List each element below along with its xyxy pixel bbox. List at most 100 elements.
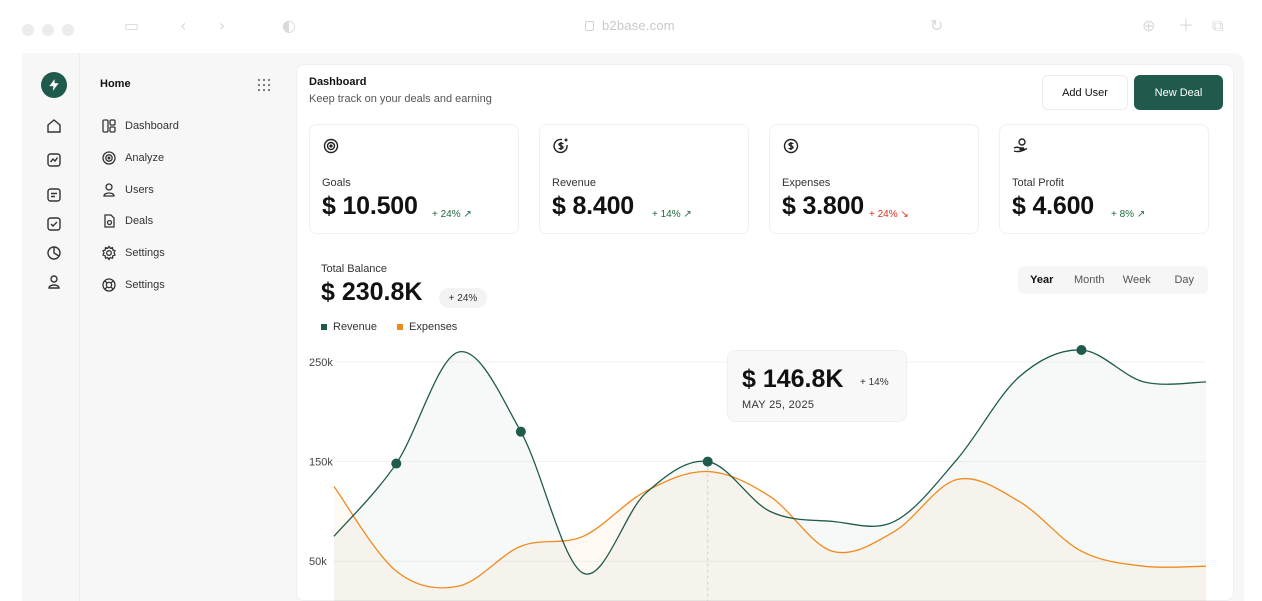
back-icon[interactable]: ‹: [180, 16, 187, 35]
period-month-tab[interactable]: Month: [1073, 274, 1105, 286]
legend-swatch-expenses: [397, 324, 403, 330]
stat-change: + 24% ↗: [432, 209, 472, 220]
dollar-sparkle-icon: [553, 138, 568, 154]
stat-label: Goals: [322, 177, 351, 189]
stat-card-goals: Goals $ 10.500 + 24% ↗: [309, 124, 519, 234]
balance-label: Total Balance: [321, 263, 388, 275]
period-selector: Year Month Week Day: [1018, 266, 1208, 294]
tooltip-value: $ 146.8K: [742, 365, 844, 393]
stat-change: + 24% ↘: [869, 209, 909, 220]
sidebar-item-label: Users: [125, 184, 154, 196]
sidebar-item-analyze[interactable]: Analyze: [101, 148, 164, 168]
y-tick-label: 150k: [309, 457, 333, 469]
sidebar-item-settings[interactable]: Settings: [101, 243, 165, 263]
lock-icon: [585, 21, 594, 31]
shield-icon[interactable]: ◐: [282, 16, 296, 35]
legend-swatch-revenue: [321, 324, 327, 330]
stat-card-total-profit: Total Profit $ 4.600 + 8% ↗: [999, 124, 1209, 234]
arrow-down-right-icon: ↘: [900, 209, 909, 220]
window-minimize-dot[interactable]: [42, 24, 54, 36]
data-point: [515, 426, 526, 437]
sidebar-item-settings-2[interactable]: Settings: [101, 275, 165, 295]
chart-icon[interactable]: [46, 152, 62, 168]
legend-label: Revenue: [333, 321, 378, 333]
stat-change-text: + 24%: [869, 209, 898, 220]
stat-value: $ 8.400: [552, 192, 635, 220]
app-window: Home Dashboard Analyze Users Deals Setti…: [22, 53, 1244, 601]
sidebar-item-label: Settings: [125, 279, 165, 291]
main-panel: Dashboard Keep track on your deals and e…: [296, 64, 1234, 601]
sidebar-item-label: Settings: [125, 247, 165, 259]
sidebar-item-users[interactable]: Users: [101, 180, 154, 200]
period-week-tab[interactable]: Week: [1122, 274, 1151, 286]
pie-icon[interactable]: [46, 245, 62, 261]
browser-chrome: ▭ ‹ › ◐ b2base.com ↻ ⊕ ＋ ⧉: [0, 0, 1262, 52]
home-icon[interactable]: [46, 118, 62, 134]
new-tab-icon[interactable]: ＋: [1178, 16, 1195, 35]
page-subtitle: Keep track on your deals and earning: [309, 93, 492, 105]
balance-change-badge: + 24%: [439, 288, 487, 308]
legend-label: Expenses: [409, 321, 458, 333]
stat-change: + 14% ↗: [652, 209, 692, 220]
tabs-icon[interactable]: ⧉: [1212, 16, 1224, 35]
window-zoom-dot[interactable]: [62, 24, 74, 36]
arrow-up-right-icon: ↗: [683, 209, 692, 220]
url-text: b2base.com: [602, 18, 675, 33]
stat-change-text: + 24%: [432, 209, 461, 220]
stat-value: $ 4.600: [1012, 192, 1095, 220]
stat-change-text: + 8%: [1111, 209, 1135, 220]
stat-label: Revenue: [552, 177, 597, 189]
balance-value: $ 230.8K: [321, 278, 423, 306]
stat-card-expenses: Expenses $ 3.800 + 24% ↘: [769, 124, 979, 234]
user-icon: [103, 183, 115, 197]
stat-change-text: + 14%: [652, 209, 681, 220]
period-year-tab[interactable]: Year: [1030, 274, 1054, 286]
series-line-expenses: [333, 470, 1207, 589]
sidebar-item-dashboard[interactable]: Dashboard: [101, 116, 179, 136]
legend-revenue: Revenue: [321, 321, 377, 333]
coin-dollar-icon: [783, 138, 799, 154]
gear-icon: [102, 245, 116, 261]
stat-change: + 8% ↗: [1111, 209, 1145, 220]
sidebar-item-deals[interactable]: Deals: [101, 211, 153, 231]
user-icon[interactable]: [46, 274, 62, 290]
sidebar-item-label: Deals: [125, 215, 154, 227]
chart-tooltip: $ 146.8K + 14% MAY 25, 2025: [727, 350, 907, 422]
checkbox-icon[interactable]: [46, 216, 62, 232]
sidebar-toggle-icon[interactable]: ▭: [124, 16, 140, 35]
total-balance-card: 250k 150k 50k Total Balance $ 230.8K + 24%…: [309, 251, 1221, 601]
stat-label: Expenses: [782, 177, 831, 189]
reload-icon[interactable]: ↻: [930, 16, 944, 35]
forward-icon[interactable]: ›: [219, 16, 226, 35]
file-icon: [104, 214, 115, 228]
page-title: Dashboard: [309, 76, 367, 88]
arrow-up-right-icon: ↗: [463, 209, 472, 220]
period-day-tab[interactable]: Day: [1174, 274, 1195, 286]
stat-value: $ 10.500: [322, 192, 418, 220]
sidebar: Home Dashboard Analyze Users Deals Setti…: [81, 53, 294, 601]
address-bar[interactable]: b2base.com: [585, 18, 675, 33]
series-area-expenses: [334, 471, 1206, 601]
add-user-button[interactable]: Add User: [1042, 75, 1128, 110]
sidebar-item-label: Dashboard: [125, 120, 179, 132]
stat-card-revenue: Revenue $ 8.400 + 14% ↗: [539, 124, 749, 234]
arrow-up-right-icon: ↗: [1136, 209, 1146, 220]
data-point: [391, 458, 402, 469]
legend-expenses: Expenses: [397, 321, 457, 333]
tooltip-change: + 14%: [860, 377, 889, 388]
series-line-revenue: [333, 349, 1207, 575]
lifebuoy-icon: [102, 278, 116, 292]
download-icon[interactable]: ⊕: [1142, 16, 1156, 35]
window-close-dot[interactable]: [22, 24, 34, 36]
y-tick-label: 50k: [309, 556, 327, 568]
tooltip-date: MAY 25, 2025: [742, 399, 815, 411]
sidebar-title: Home: [100, 78, 131, 90]
apps-grid-icon[interactable]: [258, 79, 270, 91]
icon-rail: [22, 53, 80, 601]
target-icon: [102, 151, 116, 165]
new-deal-button[interactable]: New Deal: [1134, 75, 1223, 110]
stat-label: Total Profit: [1012, 177, 1064, 189]
stat-value: $ 3.800: [782, 192, 865, 220]
document-icon[interactable]: [46, 187, 62, 203]
bolt-icon[interactable]: [41, 72, 67, 98]
